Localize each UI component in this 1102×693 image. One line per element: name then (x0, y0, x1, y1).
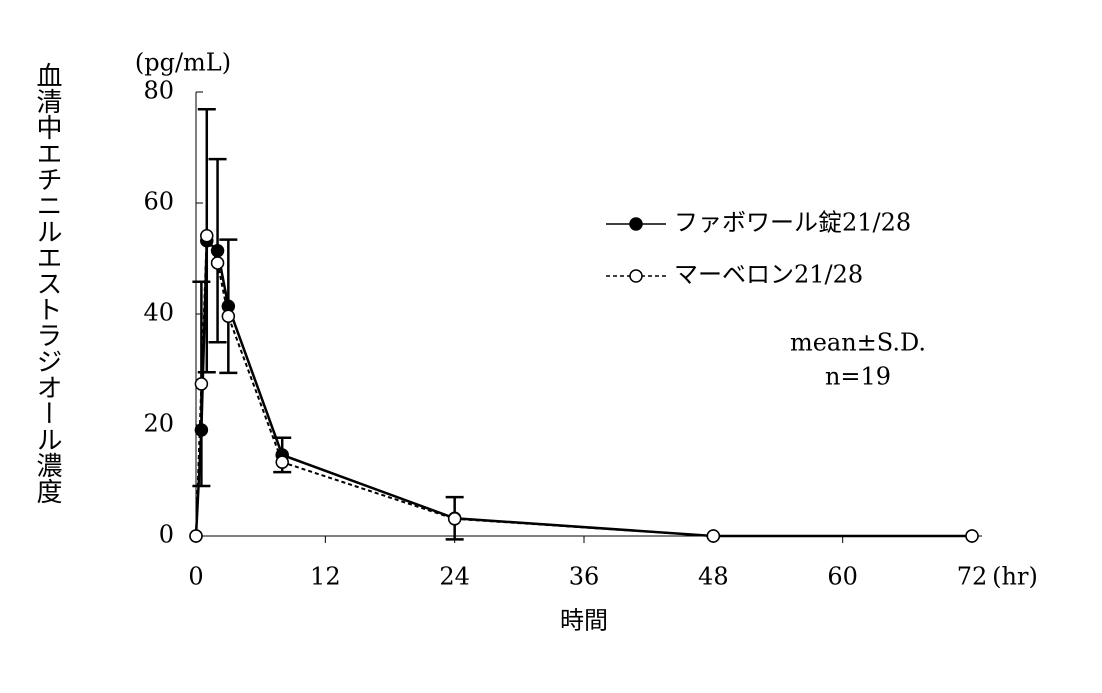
legend-marker (629, 269, 643, 283)
x-tick-label: 12 (310, 563, 341, 591)
marker (189, 529, 203, 543)
y-unit: (pg/mL) (135, 49, 231, 77)
marker (965, 529, 979, 543)
marker (210, 243, 225, 258)
y-tick-label: 60 (143, 188, 174, 216)
y-axis-title: 血清中エチニルエストラジオール濃度 (32, 62, 62, 504)
x-tick-label: 72 (957, 563, 988, 591)
x-axis-title: 時間 (560, 607, 608, 635)
marker (210, 256, 225, 270)
annotation: mean±S.D. (790, 329, 926, 357)
x-tick-label: 48 (698, 563, 729, 591)
y-tick-label: 40 (143, 299, 174, 327)
y-tick-label: 20 (143, 410, 174, 438)
y-tick-label: 80 (143, 77, 174, 105)
x-tick-label: 24 (439, 563, 470, 591)
marker (200, 228, 214, 243)
marker (447, 512, 462, 526)
marker (221, 309, 236, 323)
marker (194, 377, 209, 391)
legend-marker (629, 217, 643, 231)
marker (194, 423, 209, 437)
x-tick-label: 0 (188, 563, 203, 591)
marker (706, 529, 721, 543)
y-tick-label: 0 (159, 521, 174, 549)
x-tick-label: 60 (827, 563, 858, 591)
annotation: n=19 (825, 363, 891, 391)
marker (275, 455, 289, 469)
x-unit: (hr) (992, 563, 1038, 591)
legend-label: ファボワール錠21/28 (674, 209, 911, 237)
x-tick-label: 36 (569, 563, 600, 591)
legend-label: マーベロン21/28 (674, 261, 863, 289)
